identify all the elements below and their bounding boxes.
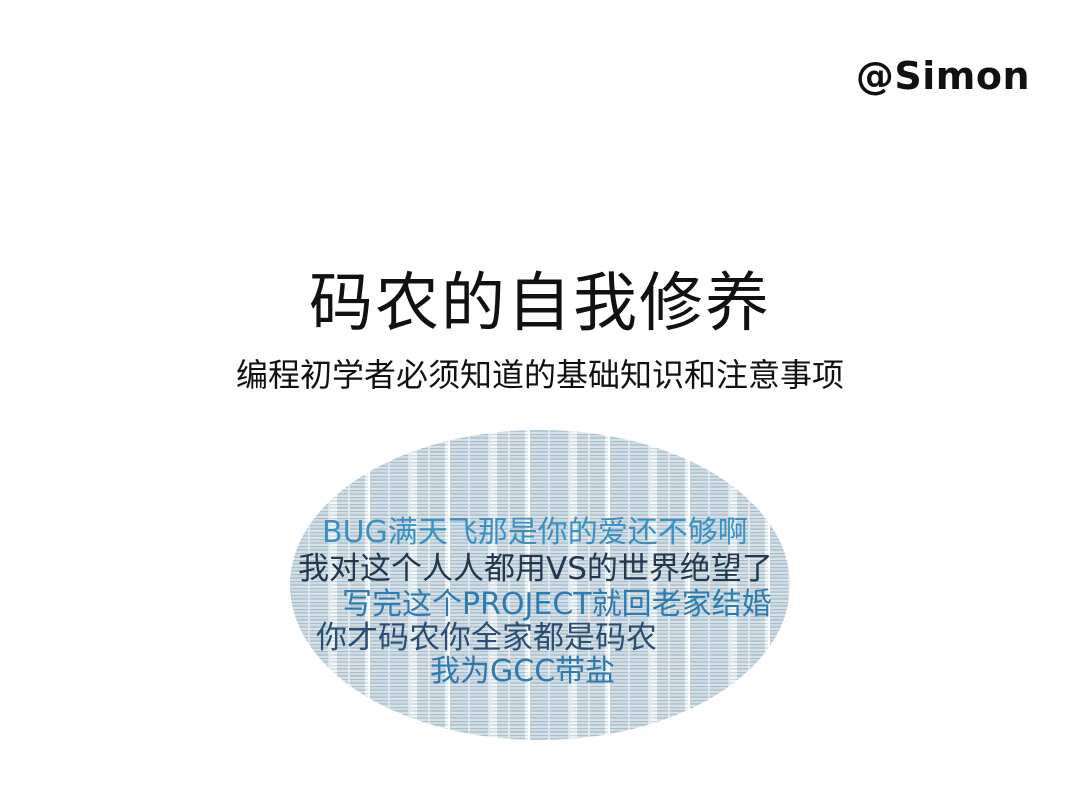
word-cloud-line: 你才码农你全家都是码农	[316, 620, 657, 656]
word-cloud-line: BUG满天飞那是你的爱还不够啊	[322, 515, 748, 550]
word-cloud-image: BUG满天飞那是你的爱还不够啊 我对这个人人都用VS的世界绝望了 写完这个PRO…	[290, 430, 790, 740]
slide-subtitle: 编程初学者必须知道的基础知识和注意事项	[235, 356, 844, 394]
word-cloud-line: 我对这个人人都用VS的世界绝望了	[298, 551, 773, 587]
word-cloud-texture	[290, 430, 790, 740]
word-cloud-line: 我为GCC带盐	[430, 654, 616, 689]
author-handle: @Simon	[855, 54, 1030, 98]
word-cloud-line: 写完这个PROJECT就回老家结婚	[342, 587, 772, 622]
slide-title: 码农的自我修养	[309, 267, 771, 341]
